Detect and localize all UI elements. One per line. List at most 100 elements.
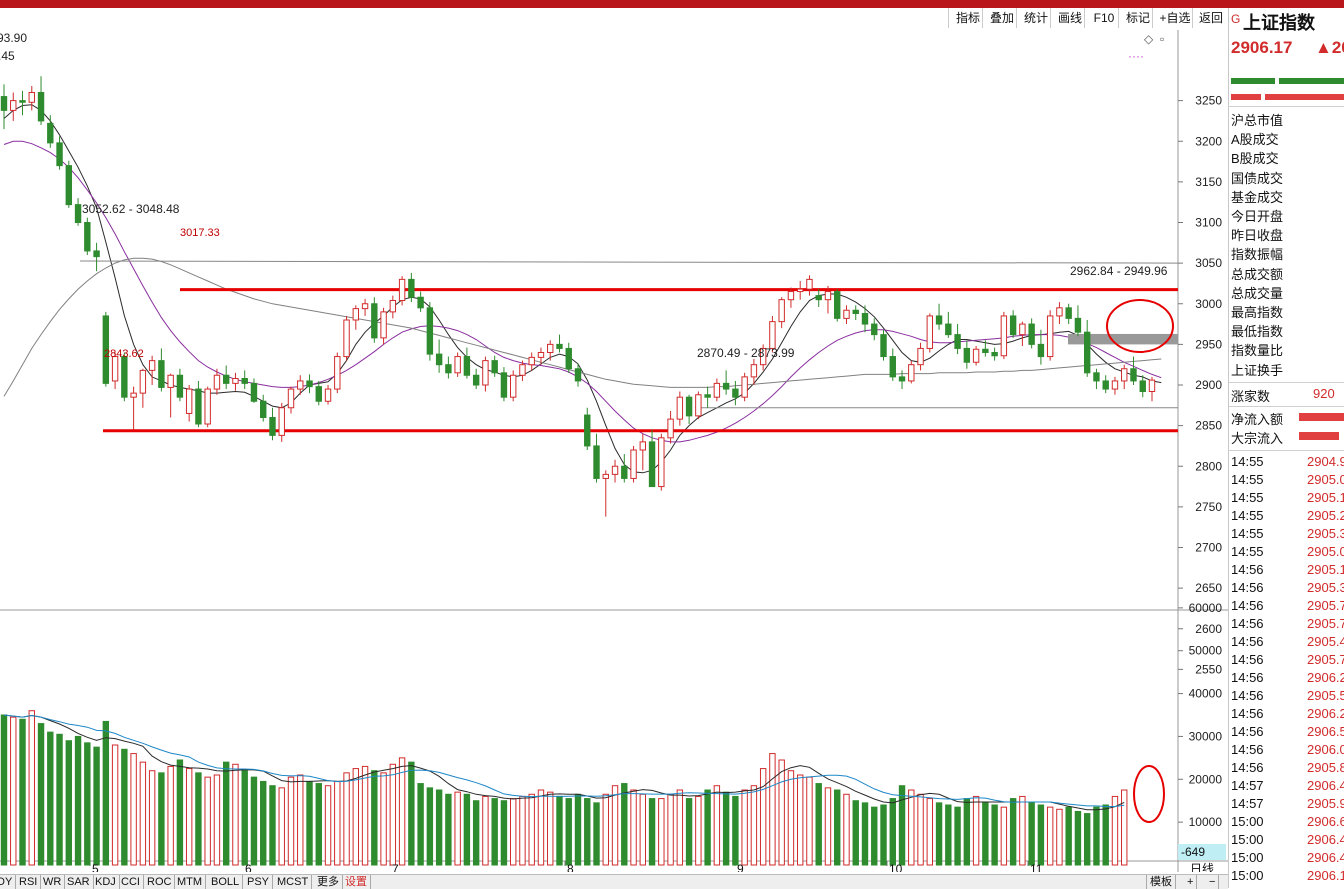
tick-time: 14:56 <box>1231 616 1264 631</box>
volume-bar <box>982 802 989 866</box>
zoom-in-button[interactable]: + <box>1184 875 1198 889</box>
field-label: 上证换手 <box>1231 362 1284 378</box>
diamond-icon[interactable]: ◇ <box>1144 32 1154 46</box>
volume-bar <box>695 795 702 866</box>
zoom-out-button[interactable]: − <box>1206 875 1220 889</box>
candle-body <box>796 288 804 293</box>
settings-icon[interactable]: ▫ <box>1160 32 1164 46</box>
tick-price: 2905.7 <box>1307 598 1344 613</box>
volume-bar <box>815 783 822 866</box>
candle-body <box>1037 343 1045 358</box>
separator <box>1229 450 1344 451</box>
candle-body <box>278 407 285 436</box>
tick-row: 15:00 2906.4 <box>1231 850 1344 868</box>
candle-body <box>806 278 813 290</box>
price-tick-label: 3250 <box>1195 94 1222 108</box>
add-watchlist-button[interactable]: +自选 <box>1152 8 1197 28</box>
volume-bar <box>472 800 480 866</box>
volume-bar <box>935 802 943 866</box>
tick-price: 2906.2 <box>1307 706 1344 721</box>
tick-time: 14:55 <box>1231 490 1264 505</box>
back-button[interactable]: 返回 <box>1192 8 1229 28</box>
volume-bar <box>963 798 971 866</box>
volume-bar <box>806 776 813 866</box>
tick-time: 14:55 <box>1231 508 1264 523</box>
tick-row: 14:55 2904.9 <box>1231 454 1344 472</box>
volume-bar <box>10 716 17 866</box>
draw-line-button[interactable]: 画线 <box>1050 8 1089 28</box>
ma-line <box>3 257 1162 397</box>
statistics-button[interactable]: 统计 <box>1016 8 1055 28</box>
candle-body <box>1056 307 1063 317</box>
volume-bar <box>204 776 211 866</box>
price-tick-label: 2600 <box>1195 622 1222 636</box>
indicator-tab-rsi[interactable]: RSI <box>16 875 42 889</box>
candle-body <box>398 278 406 301</box>
kline-chart[interactable]: 3250 3200 3150 3100 3050 3000 2950 2900 2850 2800… <box>0 30 1228 872</box>
indicator-tab-设置[interactable]: 设置 <box>342 875 371 889</box>
candle-body <box>556 343 563 349</box>
indicator-tab-boll[interactable]: BOLL <box>208 875 244 889</box>
indicator-tab-sar[interactable]: SAR <box>64 875 94 889</box>
volume-bar <box>1019 795 1026 866</box>
block-inflow-bar <box>1299 432 1339 440</box>
volume-bar <box>37 723 45 866</box>
tick-time: 14:56 <box>1231 760 1264 775</box>
volume-bar <box>732 795 739 866</box>
price-tick-label: 3150 <box>1195 175 1222 189</box>
candlesticks <box>0 76 1156 517</box>
price-tick-label: 2850 <box>1195 419 1222 433</box>
field-label: B股成交 <box>1231 151 1279 167</box>
candle-body <box>704 394 711 398</box>
volume-bar <box>454 791 461 866</box>
candle-body <box>47 122 54 144</box>
candle-body <box>1046 315 1054 358</box>
volume-bar <box>528 793 535 866</box>
field-label: 总成交量 <box>1231 285 1284 301</box>
volume-bar <box>547 791 554 866</box>
candle-body <box>130 392 137 398</box>
indicator-tab-wr[interactable]: WR <box>40 875 66 889</box>
candle-body <box>593 445 600 479</box>
indicator-tab-mtm[interactable]: MTM <box>174 875 207 889</box>
volume-bar <box>537 789 545 866</box>
candle-body <box>926 315 934 349</box>
tick-time: 14:56 <box>1231 742 1264 757</box>
indicator-tab-kdj[interactable]: KDJ <box>92 875 120 889</box>
price-tick-label: 2900 <box>1195 378 1222 392</box>
indicator-tab-roc[interactable]: ROC <box>144 875 176 889</box>
template-button[interactable]: 模板 <box>1146 875 1176 889</box>
quote-side-panel: G 上证指数 2906.17 ▲20 沪总市值 A股成交 B股成交国债成交基金成交今… <box>1228 8 1344 888</box>
indicator-tab-dy[interactable]: DY <box>0 875 17 889</box>
volume-bar <box>185 768 193 866</box>
candle-body <box>185 388 193 414</box>
indicator-button[interactable]: 指标 <box>948 8 987 28</box>
field-label: 昨日收盘 <box>1231 228 1284 244</box>
candle-body <box>463 356 471 376</box>
candle-body <box>547 343 554 353</box>
volume-bar <box>19 718 26 866</box>
indicator-tab-更多[interactable]: 更多 <box>314 875 343 889</box>
indicator-tab-mcst[interactable]: MCST <box>274 875 313 889</box>
candle-body <box>759 347 767 366</box>
indicator-tab-psy[interactable]: PSY <box>244 875 274 889</box>
volume-bar <box>334 780 341 866</box>
candle-body <box>574 368 582 382</box>
volume-bar <box>945 804 952 866</box>
period-label: 日线 <box>1190 862 1214 872</box>
mark-button[interactable]: 标记 <box>1118 8 1157 28</box>
candle-body <box>380 311 387 339</box>
f10-button[interactable]: F10 <box>1084 8 1123 28</box>
volume-bar <box>398 757 406 866</box>
candle-body <box>945 323 952 336</box>
indicator-tab-cci[interactable]: CCI <box>118 875 144 889</box>
g-icon: G <box>1231 12 1241 26</box>
tick-row: 14:55 2905.0 <box>1231 472 1344 490</box>
candle-body <box>658 437 665 488</box>
overlay-button[interactable]: 叠加 <box>982 8 1021 28</box>
volume-tick-label: 40000 <box>1189 687 1223 701</box>
volume-bar <box>1074 810 1082 866</box>
candle-body <box>158 360 165 388</box>
tick-time: 14:56 <box>1231 670 1264 685</box>
tick-time: 14:56 <box>1231 580 1264 595</box>
